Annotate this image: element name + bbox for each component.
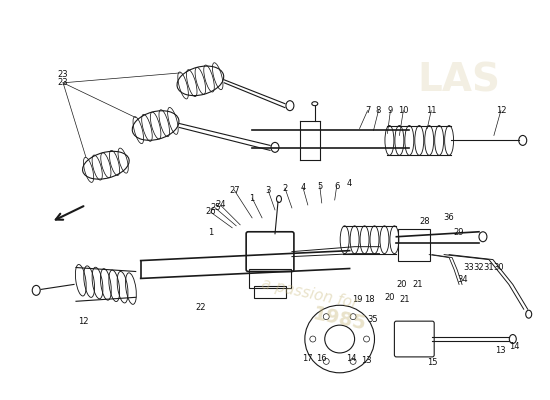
Text: 28: 28 — [419, 217, 430, 226]
Text: 7: 7 — [365, 106, 370, 115]
Text: 34: 34 — [458, 275, 469, 284]
Text: 15: 15 — [427, 358, 437, 367]
Text: 17: 17 — [302, 354, 313, 363]
Text: 12: 12 — [496, 106, 506, 115]
Text: 14: 14 — [346, 354, 357, 363]
Text: 10: 10 — [398, 106, 409, 115]
Text: 21: 21 — [412, 280, 422, 289]
Text: 13: 13 — [496, 346, 506, 356]
Text: 3: 3 — [265, 186, 271, 194]
Text: 4: 4 — [347, 179, 352, 188]
Text: 4: 4 — [300, 182, 305, 192]
Text: 9: 9 — [388, 106, 393, 115]
Text: 24: 24 — [215, 200, 226, 210]
Text: 27: 27 — [229, 186, 239, 194]
Text: 13: 13 — [361, 356, 372, 365]
Text: 1: 1 — [208, 228, 213, 237]
Text: 21: 21 — [399, 295, 410, 304]
Text: 1985: 1985 — [311, 304, 368, 334]
Text: 22: 22 — [195, 303, 206, 312]
Text: 31: 31 — [483, 263, 494, 272]
Text: 36: 36 — [444, 213, 454, 222]
Text: 25: 25 — [210, 204, 221, 212]
Text: 33: 33 — [464, 263, 475, 272]
Text: 2: 2 — [282, 184, 288, 192]
Text: 18: 18 — [364, 295, 375, 304]
Text: 23: 23 — [58, 78, 68, 87]
Text: 8: 8 — [376, 106, 381, 115]
Text: 32: 32 — [474, 263, 485, 272]
Text: 30: 30 — [493, 263, 504, 272]
Text: 1: 1 — [250, 194, 255, 202]
Text: 11: 11 — [426, 106, 437, 115]
Text: 14: 14 — [509, 342, 520, 352]
Text: 35: 35 — [367, 315, 378, 324]
Text: 23: 23 — [58, 70, 68, 79]
Text: 19: 19 — [353, 295, 363, 304]
Text: 20: 20 — [384, 293, 395, 302]
Text: 12: 12 — [78, 317, 88, 326]
Text: 29: 29 — [454, 228, 464, 237]
Text: 6: 6 — [334, 182, 339, 190]
Text: LAS: LAS — [417, 62, 500, 100]
Text: 5: 5 — [317, 182, 322, 190]
Text: 20: 20 — [396, 280, 406, 289]
Text: 16: 16 — [316, 354, 327, 363]
Text: a passion for: a passion for — [260, 277, 360, 312]
Text: 26: 26 — [205, 208, 216, 216]
